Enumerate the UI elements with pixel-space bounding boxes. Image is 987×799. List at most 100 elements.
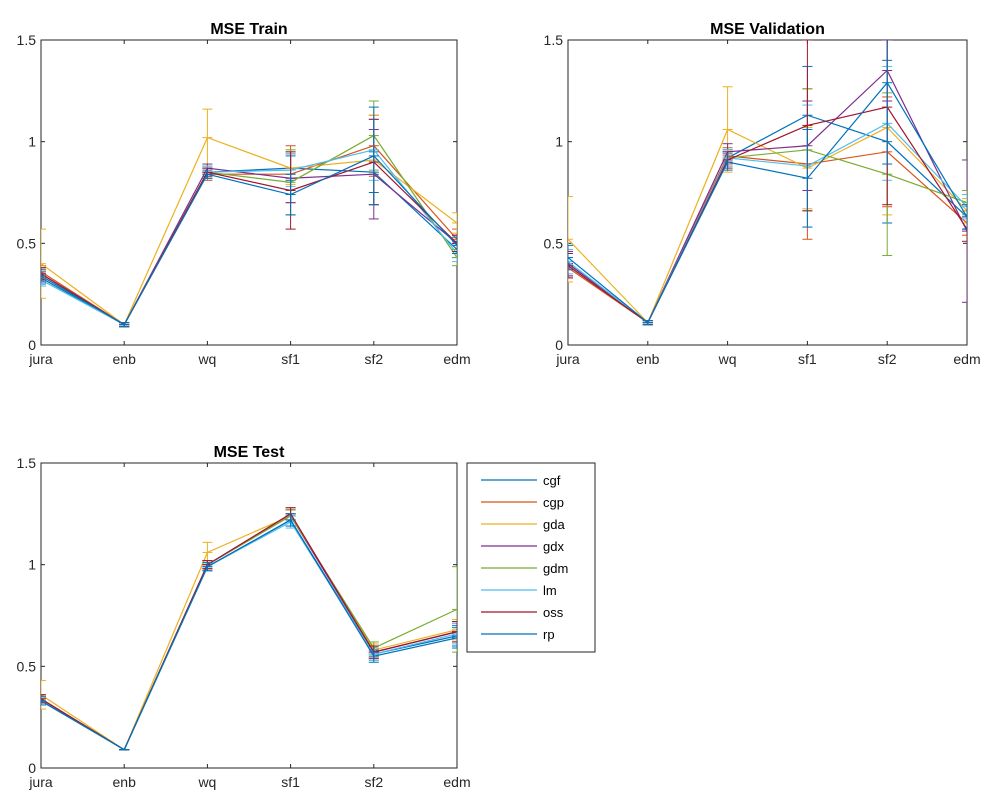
legend-box — [466, 462, 596, 653]
y-tick-label: 0.5 — [544, 235, 564, 251]
error-bar-rp — [119, 322, 130, 328]
series-line-cgp — [41, 513, 457, 751]
series-group — [41, 100, 457, 328]
legend-label-cgf: cgf — [543, 473, 561, 488]
error-bar-gdm — [452, 566, 457, 653]
legend-label-lm: lm — [543, 583, 557, 598]
x-tick-label: jura — [28, 774, 53, 790]
legend-label-cgp: cgp — [543, 495, 564, 510]
series-line-cgf — [568, 114, 967, 324]
legend-label-oss: oss — [543, 605, 564, 620]
x-tick-label: wq — [197, 774, 216, 790]
x-tick-label: wq — [197, 351, 216, 367]
error-bar-rp — [285, 513, 296, 527]
x-tick-label: jura — [28, 351, 53, 367]
x-tick-label: sf1 — [281, 774, 300, 790]
series-line-cgf — [41, 519, 457, 751]
x-tick-label: sf2 — [878, 351, 897, 367]
error-bar-cgf — [452, 625, 457, 647]
x-tick-label: edm — [443, 774, 470, 790]
series-line-cgp — [568, 151, 967, 324]
legend-label-gda: gda — [543, 517, 565, 532]
error-bar-rp — [452, 627, 457, 649]
error-bar-rp — [642, 320, 653, 326]
error-bar-oss — [41, 267, 46, 281]
x-tick-label: enb — [636, 351, 660, 367]
x-tick-label: enb — [113, 351, 137, 367]
chart-title: MSE Test — [214, 444, 286, 461]
series-line-gda — [41, 515, 457, 751]
legend: cgf cgp gda gdx gdm lm oss rp — [466, 462, 596, 653]
plot-frame — [567, 39, 968, 346]
x-tick-label: sf2 — [364, 351, 383, 367]
error-bar-rp — [368, 649, 379, 663]
series-line-cgp — [41, 145, 457, 326]
series-line-gdx — [41, 167, 457, 326]
series-line-oss — [41, 161, 457, 326]
chart-panel-1: MSE Train 0 0.5 1 1.5 jura enb wq sf1 sf2 edm — [17, 21, 471, 367]
error-bar-rp — [722, 153, 733, 171]
legend-label-gdm: gdm — [543, 561, 568, 576]
error-bar-rp — [368, 106, 379, 206]
y-tick-label: 1 — [28, 134, 36, 150]
y-tick-label: 0 — [28, 337, 36, 353]
y-tick-label: 0 — [28, 760, 36, 776]
y-tick-label: 1 — [555, 134, 563, 150]
x-tick-label: jura — [555, 351, 580, 367]
x-tick-label: sf2 — [364, 774, 383, 790]
plot-frame — [40, 462, 458, 769]
error-bar-gda — [452, 212, 457, 234]
y-tick-label: 0.5 — [17, 235, 37, 251]
error-bar-gda — [452, 619, 457, 641]
series-line-lm — [41, 521, 457, 751]
error-bar-rp — [202, 562, 213, 572]
y-tick-label: 0.5 — [17, 658, 37, 674]
error-bar-rp — [452, 236, 457, 254]
chart-panel-2: MSE Validation 0 0.5 1 1.5 jura enb wq sf1 sf2 edm — [544, 21, 981, 367]
error-bar-rp — [41, 696, 46, 706]
error-bar-lm — [568, 248, 573, 275]
error-bar-rp — [802, 128, 813, 228]
error-bar-oss — [452, 621, 457, 643]
series-line-oss — [41, 513, 457, 751]
chart-title: MSE Validation — [710, 21, 825, 38]
series-line-lm — [568, 122, 967, 324]
y-tick-label: 1.5 — [544, 32, 564, 48]
error-bar-oss — [568, 253, 573, 279]
error-bar-gda — [568, 196, 573, 283]
series-group — [41, 507, 457, 751]
x-tick-label: wq — [718, 351, 737, 367]
error-bar-lm — [962, 194, 967, 220]
series-line-gdm — [41, 134, 457, 326]
error-bar-rp — [285, 173, 296, 216]
error-bar-rp — [962, 204, 967, 230]
error-bar-lm — [452, 623, 457, 645]
series-line-lm — [41, 149, 457, 326]
error-bar-rp — [882, 40, 893, 165]
error-bar-oss — [452, 234, 457, 252]
y-tick-label: 1 — [28, 557, 36, 573]
x-tick-label: enb — [113, 774, 137, 790]
error-bar-rp — [41, 269, 46, 283]
legend-label-gdx: gdx — [543, 539, 564, 554]
series-line-gdm — [568, 149, 967, 324]
chart-panel-3: MSE Test 0 0.5 1 1.5 jura enb wq sf1 sf2 edm — [17, 444, 471, 790]
error-bar-gda — [202, 108, 213, 167]
x-tick-label: sf1 — [281, 351, 300, 367]
error-bar-rp — [568, 244, 573, 271]
series-line-oss — [568, 106, 967, 324]
series-line-rp — [41, 519, 457, 751]
error-bar-gda — [41, 228, 46, 299]
plot-frame — [40, 39, 458, 346]
legend-label-rp: rp — [543, 627, 555, 642]
series-line-gdx — [568, 69, 967, 324]
error-bar-gdx — [962, 159, 967, 303]
series-line-gdm — [41, 515, 457, 751]
y-tick-label: 0 — [555, 337, 563, 353]
series-line-gdx — [41, 515, 457, 751]
error-bar-rp — [202, 169, 213, 179]
x-tick-label: edm — [953, 351, 980, 367]
series-group — [568, 40, 967, 326]
chart-title: MSE Train — [210, 21, 287, 38]
